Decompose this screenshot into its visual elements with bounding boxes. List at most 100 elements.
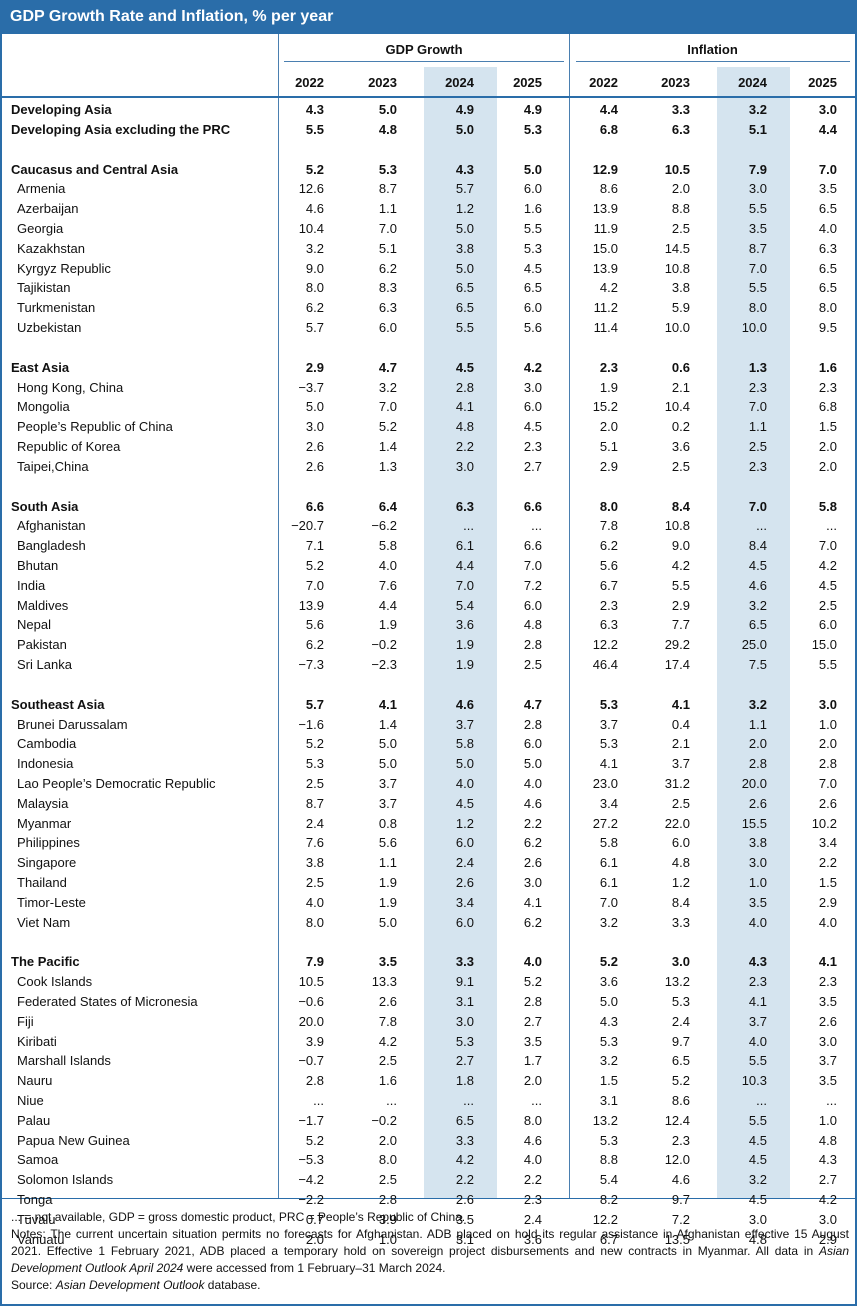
- table-row-economy: Philippines 7.6 5.6 6.0 6.2 5.8 6.0 3.8 3.4: [2, 833, 855, 853]
- inflation-value-2025: 2.5: [818, 597, 837, 613]
- row-label: Tonga: [17, 1192, 53, 1207]
- notes-publication: Asian Development Outlook April 2024: [11, 1244, 849, 1275]
- inflation-value-2023: 14.5: [664, 240, 690, 256]
- inflation-value-2023: 4.8: [671, 855, 690, 871]
- gdp-value-2023: 2.8: [378, 1192, 397, 1207]
- inflation-value-2023: 1.2: [671, 875, 690, 890]
- inflation-value-2024: 4.0: [748, 1033, 767, 1049]
- inflation-value-2024: 3.5: [748, 894, 767, 910]
- inflation-value-2024: 2.5: [748, 439, 767, 454]
- inflation-value-2024: 6.5: [748, 617, 767, 633]
- gdp-value-2022: 3.8: [305, 855, 324, 871]
- inflation-value-2022: 6.2: [599, 538, 618, 554]
- inflation-value-2023: 3.0: [671, 954, 690, 970]
- inflation-value-2022: 5.0: [599, 994, 618, 1009]
- row-label: Developing Asia: [11, 102, 112, 117]
- row-label: The Pacific: [11, 954, 80, 970]
- gdp-value-2022: 2.4: [305, 815, 324, 831]
- gdp-value-2024: 2.6: [455, 1192, 474, 1207]
- gdp-value-2025: 5.0: [523, 756, 542, 772]
- inflation-value-2024: 7.0: [748, 498, 767, 514]
- gdp-value-2024: 3.3: [455, 954, 474, 970]
- inflation-value-2023: 10.5: [664, 161, 690, 177]
- gdp-value-2025: 6.5: [523, 280, 542, 296]
- row-label: India: [17, 577, 46, 593]
- gdp-value-2022: 5.6: [305, 617, 324, 633]
- gdp-value-2022: 8.0: [305, 914, 324, 930]
- inflation-value-2023: 5.2: [671, 1073, 690, 1089]
- abbreviations-note: ... = not available, GDP = gross domesti…: [11, 1210, 466, 1224]
- gdp-value-2024: 1.2: [455, 201, 474, 217]
- gdp-value-2022: 10.4: [298, 221, 324, 236]
- gdp-value-2022: −7.3: [298, 657, 324, 672]
- inflation-value-2025: 3.0: [818, 1211, 837, 1227]
- gdp-value-2025: 7.2: [523, 577, 542, 593]
- year-header: 2022: [589, 75, 618, 90]
- gdp-value-2022: 8.7: [305, 795, 324, 811]
- gdp-value-2024: 4.2: [455, 1152, 474, 1168]
- gdp-value-2022: 7.0: [305, 577, 324, 593]
- inflation-value-2023: 2.5: [671, 795, 690, 811]
- inflation-value-2024: 4.5: [748, 558, 767, 573]
- gdp-value-2025: 2.3: [523, 439, 542, 454]
- inflation-value-2025: 8.0: [818, 300, 837, 316]
- inflation-value-2025: 6.0: [818, 617, 837, 633]
- gdp-value-2023: 3.7: [378, 795, 397, 811]
- row-label: Pakistan: [17, 637, 67, 653]
- inflation-value-2022: 3.4: [599, 795, 618, 811]
- gdp-value-2025: ...: [531, 518, 542, 534]
- gdp-value-2022: −4.2: [298, 1172, 324, 1188]
- inflation-value-2024: 2.8: [748, 756, 767, 772]
- gdp-value-2025: 5.3: [523, 121, 542, 137]
- inflation-value-2025: 3.5: [818, 994, 837, 1009]
- gdp-value-2023: 4.1: [378, 696, 397, 712]
- group-header-inflation: Inflation: [687, 42, 738, 57]
- inflation-value-2022: 12.9: [592, 161, 618, 177]
- inflation-value-2023: 22.0: [664, 815, 690, 831]
- gdp-value-2023: 7.8: [378, 1013, 397, 1029]
- inflation-value-2022: 3.1: [599, 1093, 618, 1108]
- table-row-economy: Federated States of Micronesia −0.6 2.6 3.1…: [2, 992, 855, 1012]
- gdp-value-2022: 3.9: [305, 1033, 324, 1049]
- gdp-value-2025: 2.2: [523, 815, 542, 831]
- gdp-value-2024: 3.1: [455, 1231, 474, 1247]
- gdp-value-2024: 2.8: [455, 379, 474, 395]
- gdp-value-2023: 4.8: [378, 121, 397, 137]
- inflation-value-2023: 2.5: [671, 458, 690, 474]
- gdp-value-2025: 3.5: [523, 1033, 542, 1049]
- gdp-value-2023: 3.9: [378, 1211, 397, 1227]
- year-header: 2024: [445, 75, 474, 90]
- row-label: People’s Republic of China: [17, 419, 173, 435]
- source-label: Source:: [11, 1278, 56, 1292]
- inflation-value-2022: 5.2: [599, 954, 618, 970]
- gdp-value-2025: 4.7: [523, 696, 542, 712]
- gdp-value-2024: 4.5: [455, 795, 474, 811]
- year-header: 2025: [513, 75, 542, 90]
- table-row-economy: Vanuatu 2.0 1.0 3.1 3.6 6.7 13.5 4.8 2.9: [2, 1230, 855, 1250]
- row-label: Samoa: [17, 1152, 59, 1168]
- inflation-value-2022: 3.6: [599, 974, 618, 990]
- gdp-value-2024: 9.1: [455, 974, 474, 990]
- inflation-value-2023: 6.5: [671, 1053, 690, 1069]
- inflation-value-2024: 10.3: [741, 1073, 767, 1089]
- inflation-value-2022: 12.2: [592, 1211, 618, 1227]
- gdp-value-2023: 5.8: [378, 538, 397, 554]
- gdp-value-2022: 2.0: [305, 1231, 324, 1247]
- gdp-value-2025: 2.8: [523, 994, 542, 1009]
- source-text-end: database.: [204, 1278, 261, 1292]
- inflation-value-2024: 10.0: [741, 320, 767, 335]
- inflation-value-2023: 8.4: [671, 498, 690, 514]
- gdp-value-2023: 1.3: [378, 458, 397, 474]
- inflation-value-2022: 3.7: [599, 716, 618, 732]
- inflation-value-2025: 2.0: [818, 736, 837, 752]
- inflation-value-2023: 2.1: [671, 379, 690, 395]
- inflation-value-2022: 4.2: [599, 280, 618, 296]
- row-label: Fiji: [17, 1013, 34, 1029]
- inflation-value-2024: 3.2: [748, 597, 767, 613]
- gdp-value-2025: 4.8: [523, 617, 542, 633]
- title-bar: GDP Growth Rate and Inflation, % per yea…: [2, 2, 855, 34]
- inflation-value-2024: ...: [756, 1093, 767, 1108]
- gdp-value-2023: 1.4: [378, 439, 397, 454]
- inflation-value-2025: 4.4: [818, 121, 837, 137]
- gdp-value-2023: 1.9: [378, 617, 397, 633]
